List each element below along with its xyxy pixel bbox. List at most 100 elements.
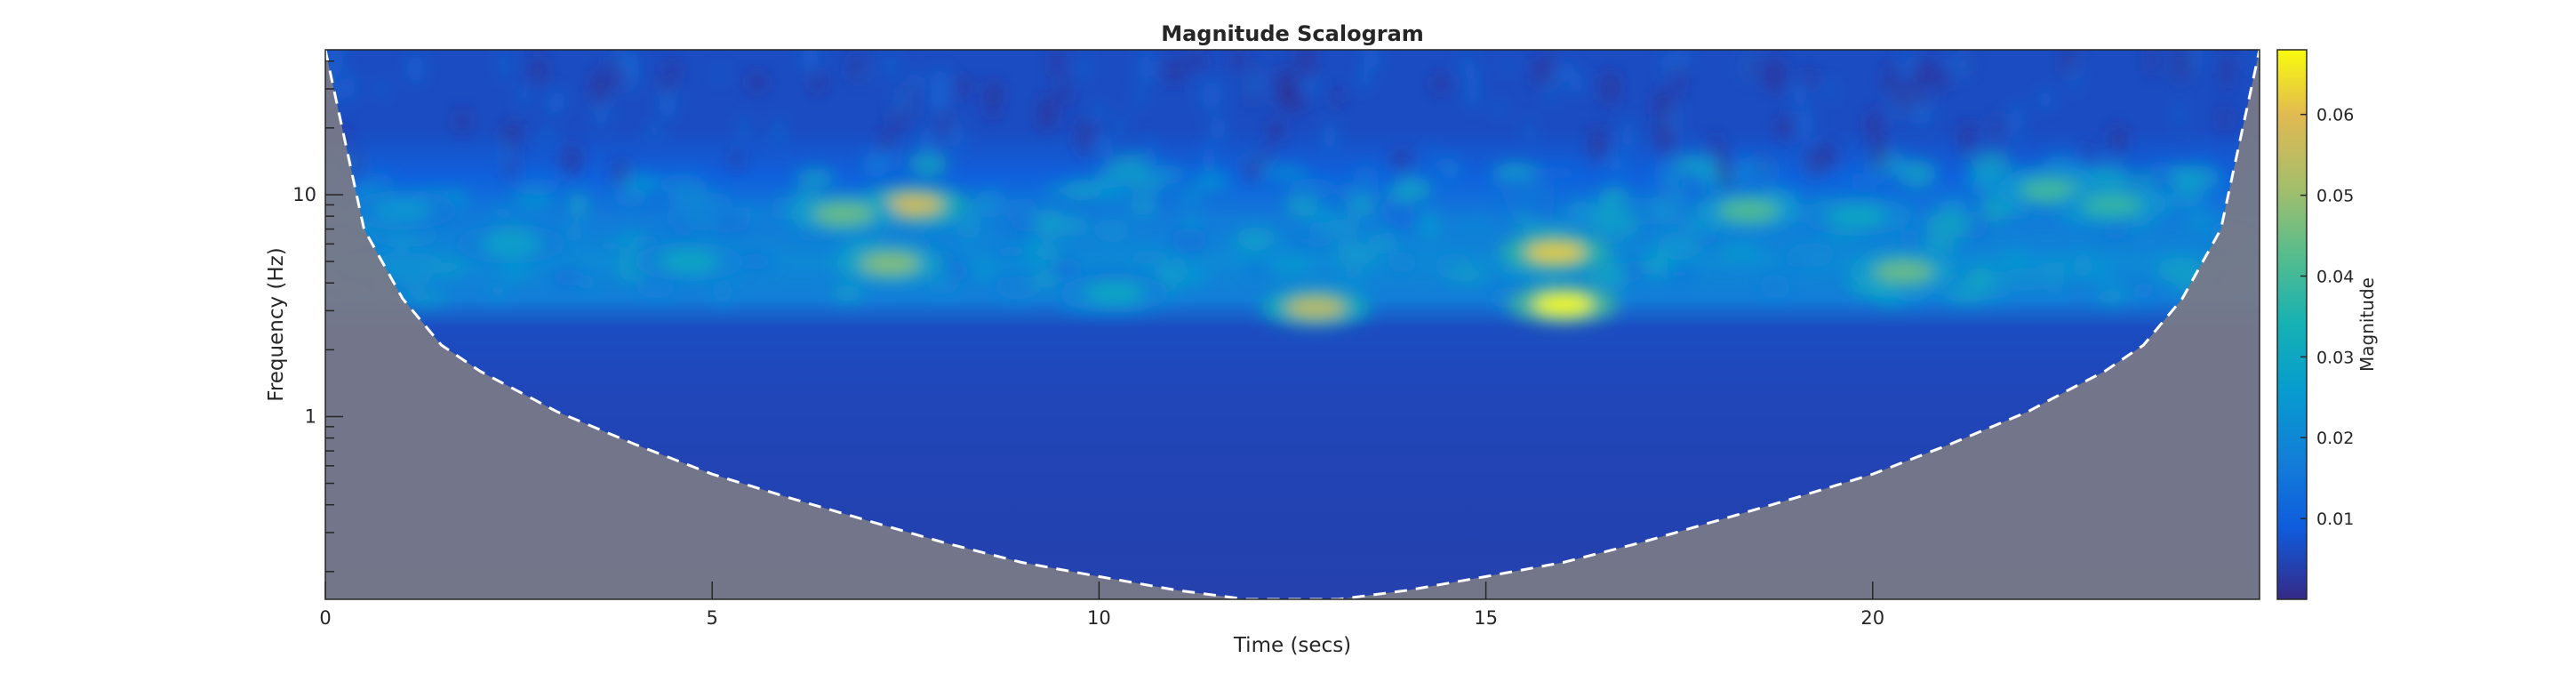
texture-blob	[1587, 262, 1634, 284]
texture-blob	[1492, 162, 1540, 181]
texture-blob	[2132, 173, 2158, 188]
texture-speckle	[503, 123, 521, 148]
y-tick-label: 10	[292, 184, 316, 205]
texture-speckle	[879, 131, 895, 149]
texture-blob	[991, 245, 1030, 259]
texture-speckle	[592, 68, 608, 108]
texture-speckle	[1868, 108, 1882, 140]
x-tick-label: 10	[1087, 607, 1111, 629]
texture-speckle	[1115, 116, 1127, 133]
texture-blob	[1608, 157, 1627, 173]
texture-blob	[403, 293, 450, 304]
texture-speckle	[1299, 50, 1314, 79]
colorbar-tick-label: 0.04	[2316, 267, 2354, 286]
texture-speckle	[748, 72, 766, 92]
texture-blob	[1180, 216, 1203, 230]
texture-blob	[1127, 250, 1168, 265]
texture-speckle	[549, 89, 565, 113]
texture-speckle	[1655, 91, 1673, 118]
texture-speckle	[1393, 148, 1410, 171]
texture-blob	[2095, 289, 2130, 301]
plot-frame	[324, 49, 2260, 600]
texture-speckle	[563, 143, 581, 176]
texture-speckle	[1323, 121, 1338, 152]
texture-speckle	[1557, 61, 1574, 82]
texture-blob	[2164, 195, 2208, 209]
texture-speckle	[1077, 120, 1093, 155]
texture-blob	[1061, 180, 1102, 201]
texture-speckle	[1710, 133, 1720, 154]
texture-blob	[996, 277, 1022, 289]
texture-speckle	[2063, 50, 2076, 76]
texture-speckle	[2198, 145, 2206, 171]
texture-speckle	[1884, 63, 1895, 95]
texture-speckle	[802, 50, 820, 71]
texture-speckle	[1166, 59, 1184, 84]
peak-core	[1827, 205, 1888, 229]
texture-speckle	[1620, 117, 1635, 154]
plot-area: 0 5 10 15 20 1 10	[292, 49, 2260, 629]
texture-blob	[771, 197, 792, 221]
texture-blob	[596, 239, 624, 253]
texture-blob	[613, 188, 649, 208]
cone-of-influence-shade	[325, 50, 2260, 599]
texture-blob	[925, 269, 960, 294]
texture-blob	[577, 275, 597, 291]
x-axis-ticks: 0 5 10 15 20	[319, 582, 1884, 629]
texture-blob	[2132, 282, 2156, 300]
texture-blob	[1648, 246, 1677, 273]
texture-blob	[2090, 261, 2113, 282]
texture-speckle	[613, 50, 628, 68]
texture-blob	[908, 151, 948, 178]
texture-speckle	[1095, 134, 1114, 159]
texture-speckle	[1675, 61, 1683, 96]
texture-blob	[564, 223, 584, 244]
texture-speckle	[1052, 50, 1062, 79]
texture-speckle	[1777, 116, 1793, 139]
peak-core	[1285, 295, 1347, 319]
texture-speckle	[1957, 52, 1966, 76]
peak-core	[659, 250, 720, 274]
texture-blob	[1322, 219, 1361, 238]
texture-speckle	[892, 142, 900, 173]
texture-blob	[1231, 245, 1266, 256]
colorbar: 0.01 0.02 0.03 0.04 0.05 0.06 Magnitude	[2276, 49, 2378, 600]
colorbar-tick-label: 0.02	[2316, 429, 2354, 448]
texture-blob	[2045, 269, 2064, 296]
texture-speckle	[500, 50, 510, 83]
texture-speckle	[1892, 89, 1900, 124]
texture-blob	[732, 207, 764, 219]
texture-speckle	[2084, 141, 2096, 157]
texture-speckle	[501, 138, 509, 167]
texture-blob	[1445, 267, 1487, 282]
texture-blob	[367, 173, 393, 196]
peak-core	[860, 252, 921, 276]
texture-blob	[2002, 268, 2048, 292]
texture-blob	[486, 283, 509, 299]
texture-speckle	[1201, 145, 1217, 176]
texture-speckle	[940, 107, 948, 142]
colorbar-label: Magnitude	[2356, 277, 2378, 372]
texture-blob	[1964, 268, 1996, 288]
texture-blob	[1875, 292, 1907, 306]
texture-speckle	[666, 60, 678, 79]
texture-blob	[2034, 262, 2079, 275]
texture-speckle	[1657, 120, 1673, 156]
peak-core	[1524, 240, 1586, 264]
texture-speckle	[1493, 102, 1506, 117]
texture-blob	[1977, 173, 1999, 194]
texture-blob	[1334, 244, 1377, 264]
texture-blob	[1788, 243, 1835, 269]
texture-blob	[1050, 257, 1083, 282]
texture-speckle	[1872, 135, 1887, 172]
texture-blob	[1567, 200, 1595, 228]
texture-blob	[1623, 260, 1644, 283]
colorbar-tick-label: 0.01	[2316, 510, 2354, 529]
colorbar-ticks: 0.01 0.02 0.03 0.04 0.05 0.06	[2300, 106, 2354, 529]
texture-speckle	[1245, 72, 1263, 95]
texture-speckle	[1747, 55, 1758, 79]
texture-speckle	[1233, 50, 1244, 73]
texture-blob	[1598, 186, 1629, 211]
peak-core	[1084, 281, 1145, 305]
peak-core	[2082, 193, 2143, 217]
